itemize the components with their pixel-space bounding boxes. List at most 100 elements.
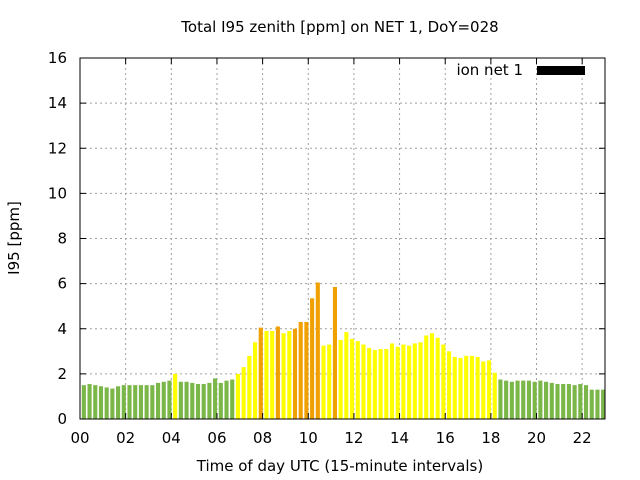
bar [498, 379, 503, 419]
bar [144, 385, 149, 419]
bar [332, 287, 337, 419]
bar [327, 344, 332, 419]
bar [252, 342, 258, 419]
bar [515, 380, 520, 419]
bar [292, 328, 298, 419]
bar [178, 381, 183, 419]
bar [572, 385, 577, 419]
x-tick-label: 02 [116, 429, 135, 447]
bar [310, 298, 315, 419]
x-axis-label: Time of day UTC (15-minute intervals) [196, 457, 483, 475]
y-tick-label: 4 [57, 320, 67, 338]
bar [155, 382, 161, 419]
bar [452, 356, 457, 419]
y-tick-label: 8 [57, 230, 67, 248]
bar [526, 380, 532, 419]
bar [110, 388, 115, 419]
y-tick-label: 12 [48, 139, 67, 157]
x-tick-label: 20 [527, 429, 546, 447]
bar [87, 384, 92, 419]
bar [509, 381, 514, 419]
bar [424, 335, 429, 419]
bar [583, 385, 589, 419]
ticks [79, 57, 605, 420]
bar [418, 342, 423, 419]
y-tick-label: 14 [48, 94, 67, 112]
bar [321, 345, 326, 419]
bar [458, 358, 463, 419]
bar [298, 321, 303, 419]
x-tick-label: 08 [253, 429, 272, 447]
bar [258, 327, 263, 419]
bar [389, 343, 395, 419]
bar [287, 331, 292, 419]
bar [538, 380, 543, 419]
bar [561, 384, 566, 419]
bar [412, 343, 417, 419]
bar [264, 331, 269, 419]
bar [481, 361, 486, 419]
y-axis-label: I95 [ppm] [5, 201, 23, 275]
bar [270, 331, 275, 419]
x-tick-label: 06 [207, 429, 226, 447]
bar [504, 380, 509, 419]
x-tick-label: 18 [481, 429, 500, 447]
bar [464, 355, 469, 419]
x-tick-label: 22 [573, 429, 592, 447]
bar [235, 373, 240, 419]
bar [224, 380, 229, 419]
bar [150, 385, 155, 419]
bar [447, 351, 452, 419]
bar [138, 385, 143, 419]
x-tick-label: 10 [299, 429, 318, 447]
bar [555, 384, 560, 419]
x-tick-label: 16 [436, 429, 455, 447]
bar [275, 326, 280, 419]
bar [98, 386, 104, 419]
bar [469, 355, 474, 419]
bar [486, 360, 492, 419]
bar [475, 356, 480, 419]
bar [407, 345, 412, 419]
bar [167, 380, 172, 419]
bar [532, 381, 537, 419]
grid [80, 58, 605, 419]
y-tick-label: 2 [57, 365, 67, 383]
y-tick-label: 0 [57, 410, 67, 428]
bar [549, 382, 554, 419]
bar [241, 367, 246, 419]
bar [378, 349, 383, 419]
bar [201, 384, 206, 419]
bar [441, 344, 446, 419]
bar [207, 382, 212, 419]
bar [190, 382, 195, 419]
bar [93, 385, 98, 419]
bar [304, 321, 309, 419]
bar [121, 385, 126, 419]
bar [566, 384, 571, 419]
bar [435, 337, 440, 419]
bar [521, 380, 526, 419]
bar [81, 385, 86, 419]
bar [247, 355, 252, 419]
bar [104, 387, 109, 419]
bar [401, 344, 406, 419]
bar [544, 381, 549, 419]
legend-swatch [537, 66, 585, 75]
y-tick-labels: 0 2 4 6 8 10 12 14 16 [48, 49, 67, 428]
bar [350, 338, 355, 419]
legend-entry-label: ion net 1 [456, 61, 523, 79]
legend: ion net 1 [456, 61, 585, 79]
bar [230, 379, 235, 419]
bar [367, 347, 372, 419]
bar [195, 384, 201, 419]
bar [344, 332, 349, 419]
x-tick-label: 14 [390, 429, 409, 447]
bar [133, 385, 138, 419]
bar [589, 389, 594, 419]
y-tick-label: 16 [48, 49, 67, 67]
bar [127, 385, 132, 419]
y-tick-label: 6 [57, 275, 67, 293]
bar [281, 333, 286, 419]
